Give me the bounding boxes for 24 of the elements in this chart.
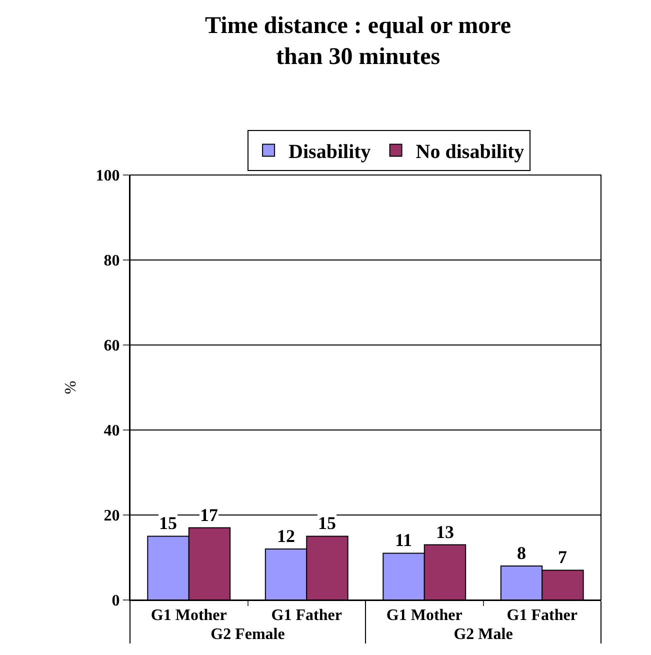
y-axis-title: % (62, 380, 80, 394)
data-label: 7 (558, 547, 567, 567)
data-label: 13 (436, 522, 454, 542)
text: G2 Female (210, 626, 285, 644)
x-tick-label: G1 Mother (386, 607, 462, 624)
y-tick-label: 0 (112, 592, 120, 610)
y-tick-label: 100 (96, 168, 120, 185)
text: G2 Male (454, 626, 513, 644)
x-tick-label: G1 Mother (150, 607, 227, 624)
data-label: 15 (318, 513, 336, 533)
y-tick-label: 20 (104, 508, 120, 525)
data-label: 17 (200, 505, 218, 525)
y-tick-label: 40 (104, 422, 120, 440)
legend-label: No disability (416, 141, 524, 164)
chart-title: Time distance : equal or more than 30 minutes (205, 12, 512, 70)
data-label: 15 (159, 513, 177, 533)
data-label: 8 (517, 543, 526, 563)
legend-label: Disability (288, 141, 371, 164)
y-tick-label: 60 (104, 338, 120, 355)
x-tick-label: G1 Father (506, 607, 578, 624)
data-label: 11 (395, 530, 412, 550)
y-tick-label: 80 (104, 252, 120, 270)
x-tick-label: G1 Father (271, 607, 342, 624)
data-label: 12 (277, 526, 295, 546)
